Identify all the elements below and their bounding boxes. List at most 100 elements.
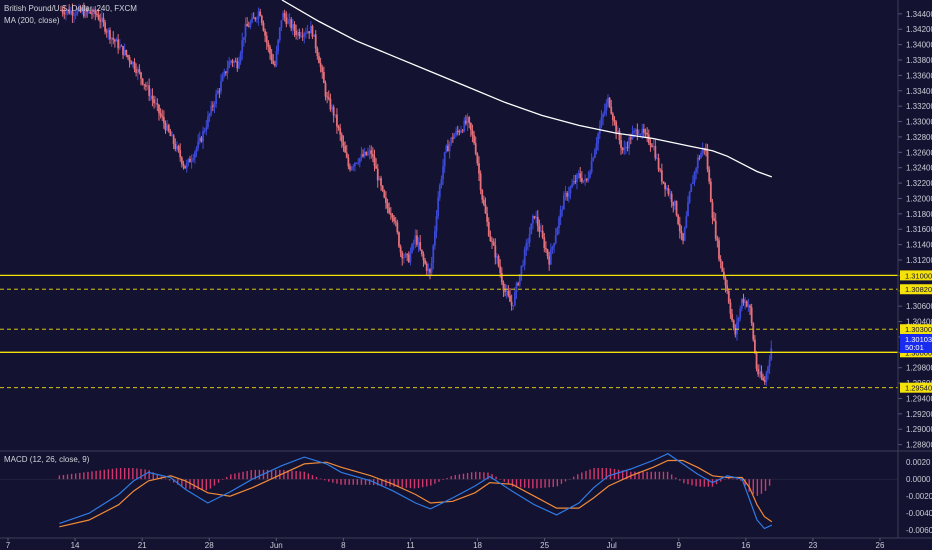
macd-histogram-bar <box>540 479 542 488</box>
macd-histogram-bar <box>303 471 305 480</box>
candle-body <box>595 143 598 151</box>
macd-histogram-bar <box>658 471 661 480</box>
time-tick-label: 16 <box>741 541 750 550</box>
candle-body <box>577 173 580 175</box>
macd-histogram-bar <box>699 479 701 487</box>
candle-body <box>313 34 315 37</box>
candle-body <box>463 120 466 131</box>
candle-body <box>117 39 120 49</box>
candle-body <box>626 147 629 149</box>
candle-body <box>360 154 363 159</box>
candle-body <box>515 283 518 292</box>
candle-body <box>670 193 673 203</box>
macd-histogram-bar <box>83 472 85 480</box>
candle-body <box>770 348 773 360</box>
macd-axis[interactable]: 0.0020 0.0000 -0.0020 -0.0040 -0.0060 <box>906 458 932 535</box>
price-tick-label: 1.31400 <box>906 241 932 250</box>
macd-histogram-bar <box>328 479 330 482</box>
macd-histogram-bar <box>311 475 314 480</box>
candle-body <box>656 158 658 159</box>
candle-body <box>553 243 555 247</box>
candle-body <box>507 291 510 296</box>
macd-histogram-bar <box>234 473 236 480</box>
candle-body <box>133 61 136 70</box>
candle-body <box>174 144 177 149</box>
candle-body <box>669 193 671 195</box>
macd-histogram-bar <box>299 471 301 480</box>
macd-histogram-bar <box>430 479 432 486</box>
candle-body <box>636 129 639 135</box>
ma-indicator-label[interactable]: MA (200, close) <box>4 16 60 25</box>
level-tag-1.31000 <box>900 270 932 281</box>
candle-body <box>567 193 570 197</box>
candle-body <box>448 143 451 152</box>
candle-body <box>151 95 154 100</box>
candle-body <box>696 157 699 169</box>
time-tick-label: 14 <box>71 541 80 550</box>
candle-body <box>79 7 82 12</box>
candle-body <box>758 371 761 375</box>
candle-body <box>127 55 129 58</box>
candle-body <box>647 134 650 144</box>
candle-body <box>504 290 507 292</box>
macd-histogram-bar <box>323 479 326 481</box>
macd-histogram-bar <box>181 479 183 487</box>
macd-histogram-bar <box>589 469 591 480</box>
macd-histogram-bar <box>417 479 420 488</box>
time-tick-label: 9 <box>677 541 682 550</box>
candle-body <box>527 242 529 244</box>
macd-histogram-bar <box>585 470 587 480</box>
candle-body <box>424 260 427 264</box>
candle-body <box>541 230 544 238</box>
macd-histogram-bar <box>719 479 722 482</box>
macd-histogram-bar <box>634 471 636 480</box>
candle-body <box>592 157 595 161</box>
candle-body <box>394 221 397 223</box>
macd-histogram-bar <box>479 472 481 480</box>
candle-body <box>148 85 151 96</box>
macd-histogram-bar <box>564 479 567 482</box>
candle-body <box>161 115 164 118</box>
candle-body <box>252 17 255 19</box>
candle-body <box>358 158 361 163</box>
candle-body <box>729 302 732 314</box>
candle-body <box>662 181 665 183</box>
macd-histogram-bar <box>654 471 657 480</box>
candle-body <box>522 264 524 266</box>
candle-body <box>530 223 533 235</box>
candle-body <box>580 178 583 182</box>
price-levels[interactable] <box>0 274 898 389</box>
macd-histogram-bar <box>140 468 142 480</box>
macd-histogram-bar <box>283 470 285 480</box>
candle-body <box>381 185 384 191</box>
candle-body <box>200 137 203 142</box>
candle-body <box>554 235 557 244</box>
candle-body <box>605 103 608 111</box>
macd-histogram-bar <box>209 479 212 489</box>
price-axis[interactable]: 1.34400 1.34200 1.34000 1.33800 1.33600 1.334… <box>906 10 932 450</box>
macd-indicator-label[interactable]: MACD (12, 26, close, 9) <box>4 455 90 464</box>
candle-body <box>81 9 84 12</box>
macd-histogram-bar <box>368 479 371 485</box>
candle-body <box>487 221 490 236</box>
candle-body <box>767 366 769 373</box>
macd-histogram-bar <box>364 479 367 485</box>
macd-histogram-bar <box>462 473 465 480</box>
candle-body <box>260 15 263 23</box>
candle-body <box>285 17 288 24</box>
macd-histogram-bar <box>475 471 477 480</box>
candle-body <box>625 147 627 149</box>
candle-body <box>373 156 376 166</box>
candle-body <box>432 245 435 264</box>
macd-histogram-bar <box>687 479 689 485</box>
candle-body <box>680 231 683 234</box>
candle-body <box>318 56 320 64</box>
time-tick-label: 21 <box>138 541 147 550</box>
candle-body <box>603 110 606 115</box>
macd-histogram-bar <box>617 469 620 480</box>
time-axis[interactable]: 7 14 21 28 Jun 8 11 18 25 Jul 9 16 23 26 <box>6 538 885 550</box>
candle-body <box>92 9 95 15</box>
candle-body <box>713 218 715 221</box>
macd-histogram-bar <box>666 471 669 480</box>
